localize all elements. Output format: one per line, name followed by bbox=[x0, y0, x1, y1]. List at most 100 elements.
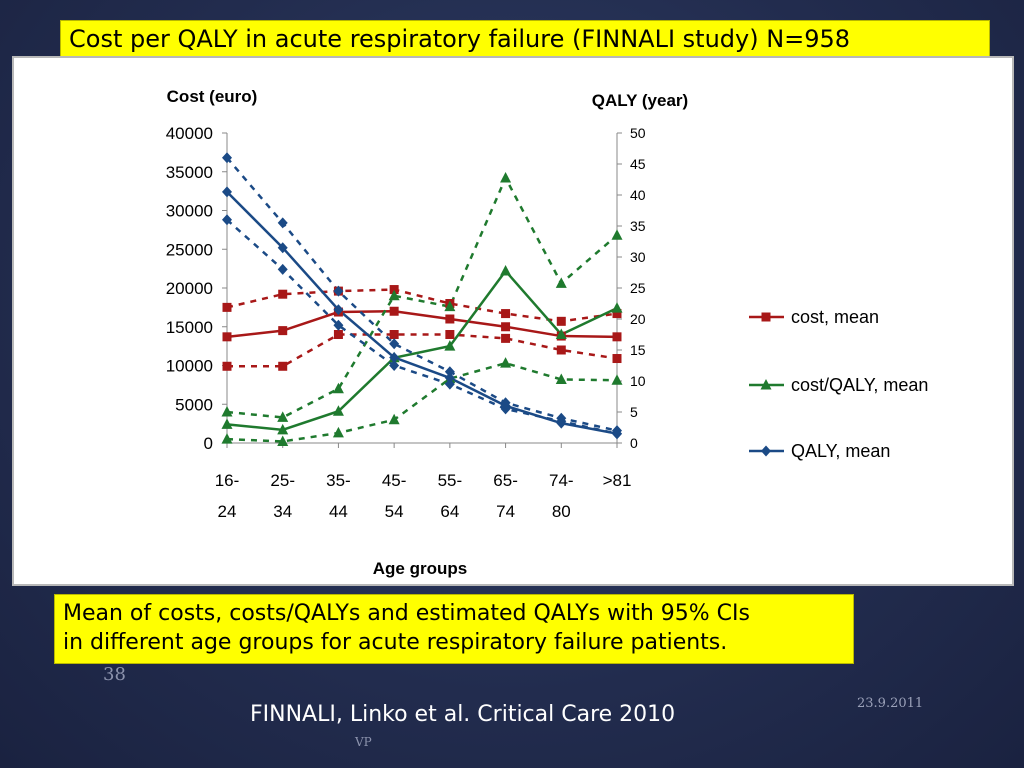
qaly-mean-ci-upper-line bbox=[226, 156, 618, 432]
chart: 0 5000 10000 15000 20000 25000 30000 35000 40000… bbox=[166, 87, 929, 578]
legend-cost-mean-marker bbox=[761, 312, 771, 322]
cost-qaly-mean-ci-upper-line bbox=[226, 175, 618, 419]
x-tick-label-line2: 24 bbox=[218, 502, 237, 521]
cost-qaly-mean-ci-upper-point bbox=[555, 277, 567, 288]
slide-date: 23.9.2011 bbox=[857, 696, 924, 711]
y-left-tick-label: 35000 bbox=[166, 163, 213, 182]
cost-qaly-mean-ci-lower-point bbox=[221, 433, 233, 444]
cost-mean-ci-upper-point bbox=[222, 302, 232, 312]
cost-qaly-mean-ci-upper-point bbox=[444, 300, 456, 312]
qaly-mean-ci-upper-point bbox=[389, 338, 400, 350]
cost-qaly-mean-mean-point bbox=[500, 264, 512, 276]
x-tick-label: >81 bbox=[603, 471, 632, 490]
cost-mean-ci-upper-point bbox=[278, 289, 288, 299]
cost-qaly-mean-ci-upper-point bbox=[332, 382, 344, 394]
qaly-mean-ci-lower-point bbox=[389, 360, 400, 371]
cost-mean-mean-point bbox=[222, 332, 232, 342]
qaly-mean-mean-point bbox=[612, 428, 622, 440]
cost-mean-mean-point bbox=[278, 326, 288, 336]
cost-mean-ci-lower-point bbox=[445, 330, 455, 339]
y-right-tick-label: 25 bbox=[630, 280, 646, 296]
y-right-tick-label: 15 bbox=[630, 342, 646, 358]
legend-qaly-mean-label: QALY, mean bbox=[791, 441, 890, 461]
cost-qaly-mean-ci-lower-point bbox=[555, 373, 567, 384]
cost-mean-ci-lower-point bbox=[501, 333, 511, 343]
x-tick-label-line2: 54 bbox=[385, 502, 404, 521]
x-tick-label: 35- bbox=[326, 471, 351, 490]
legend-cost-qaly-mean-marker bbox=[760, 379, 772, 390]
legend-cost-qaly-mean-label: cost/QALY, mean bbox=[791, 375, 928, 395]
qaly-mean-ci-lower-point bbox=[222, 214, 232, 226]
cost-mean-ci-lower-point bbox=[278, 361, 288, 371]
chart-panel: 0 5000 10000 15000 20000 25000 30000 35000 40000… bbox=[12, 56, 1014, 586]
legend: cost, mean cost/QALY, mean QALY, mean bbox=[749, 307, 928, 461]
qaly-mean-ci-lower-point bbox=[333, 319, 344, 331]
qaly-mean-mean-line bbox=[226, 191, 618, 435]
x-tick-label: 65- bbox=[493, 471, 518, 490]
y-left-tick-label: 40000 bbox=[166, 124, 213, 143]
source-citation: FINNALI, Linko et al. Critical Care 2010 bbox=[250, 702, 676, 727]
y-left-tick-label: 30000 bbox=[166, 202, 213, 221]
y-right-tick-label: 0 bbox=[630, 435, 638, 451]
y-left-tick-label: 5000 bbox=[175, 395, 213, 414]
qaly-mean-ci-lower-point bbox=[277, 263, 288, 275]
cost-mean-mean-point bbox=[501, 322, 511, 332]
cost-mean-ci-upper-point bbox=[556, 316, 566, 326]
cost-qaly-mean-ci-upper-point bbox=[277, 411, 289, 422]
legend-cost-mean-label: cost, mean bbox=[791, 307, 879, 327]
cost-mean-ci-upper-line bbox=[226, 288, 618, 323]
x-axis-title: Age groups bbox=[373, 559, 467, 578]
caption-line-2: in different age groups for acute respir… bbox=[63, 630, 728, 655]
qaly-mean-ci-upper-point bbox=[333, 285, 344, 297]
x-tick-label-line2: 44 bbox=[329, 502, 348, 521]
y-left-tick-label: 0 bbox=[204, 434, 213, 453]
page-number: 38 bbox=[103, 664, 126, 685]
cost-qaly-mean-ci-upper-point bbox=[221, 406, 233, 417]
y-axis-left-title: Cost (euro) bbox=[167, 87, 258, 106]
cost-mean-ci-upper-point bbox=[612, 309, 622, 319]
caption: Mean of costs, costs/QALYs and estimated… bbox=[54, 594, 854, 664]
x-tick-label: 25- bbox=[270, 471, 295, 490]
y-right-tick-label: 20 bbox=[630, 311, 646, 327]
x-tick-label-line2: 64 bbox=[440, 502, 459, 521]
cost-mean-mean-point bbox=[389, 306, 399, 316]
cost-mean-ci-upper-point bbox=[389, 285, 399, 295]
cost-qaly-mean-ci-upper-point bbox=[388, 289, 400, 301]
cost-qaly-mean-mean-point bbox=[221, 418, 233, 429]
cost-mean-ci-lower-point bbox=[389, 330, 399, 339]
cost-qaly-mean-ci-lower-point bbox=[332, 426, 344, 438]
cost-qaly-mean-mean-point bbox=[277, 423, 289, 435]
cost-mean-mean-point bbox=[445, 314, 455, 324]
cost-mean-ci-upper-point bbox=[501, 309, 511, 319]
y-right-tick-label: 45 bbox=[630, 156, 646, 172]
x-tick-label: 16- bbox=[215, 471, 240, 490]
qaly-mean-ci-lower-point bbox=[444, 378, 455, 390]
y-right-tick-label: 40 bbox=[630, 187, 646, 203]
cost-qaly-mean-mean-point bbox=[611, 302, 623, 313]
caption-line-1: Mean of costs, costs/QALYs and estimated… bbox=[63, 601, 750, 626]
y-axis-right-title: QALY (year) bbox=[592, 91, 688, 110]
qaly-mean-mean-point bbox=[556, 417, 567, 429]
cost-mean-mean-line bbox=[226, 309, 618, 339]
x-tick-label-line2: 80 bbox=[552, 502, 571, 521]
cost-qaly-mean-mean-line bbox=[226, 268, 618, 432]
x-tick-label: 55- bbox=[438, 471, 463, 490]
cost-qaly-mean-ci-upper-point bbox=[611, 229, 623, 240]
qaly-mean-ci-upper-point bbox=[277, 217, 288, 229]
qaly-mean-mean-point bbox=[222, 186, 232, 198]
y-left-tick-label: 10000 bbox=[166, 357, 213, 376]
y-right-tick-label: 5 bbox=[630, 404, 638, 420]
qaly-mean-mean-point bbox=[389, 351, 400, 363]
qaly-mean-mean-point bbox=[500, 400, 511, 412]
qaly-mean-mean-point bbox=[333, 304, 344, 316]
y-right-tick-label: 10 bbox=[630, 373, 646, 389]
cost-qaly-mean-ci-lower-point bbox=[277, 435, 289, 446]
y-left-tick-label: 25000 bbox=[166, 240, 213, 259]
qaly-mean-mean-point bbox=[444, 372, 455, 384]
x-tick-label-line2: 34 bbox=[273, 502, 292, 521]
qaly-mean-ci-upper-point bbox=[444, 366, 455, 378]
cost-mean-ci-lower-point bbox=[333, 330, 343, 339]
x-tick-label: 45- bbox=[382, 471, 407, 490]
y-right-tick-label: 50 bbox=[630, 125, 646, 141]
cost-qaly-mean-ci-lower-point bbox=[611, 374, 623, 385]
